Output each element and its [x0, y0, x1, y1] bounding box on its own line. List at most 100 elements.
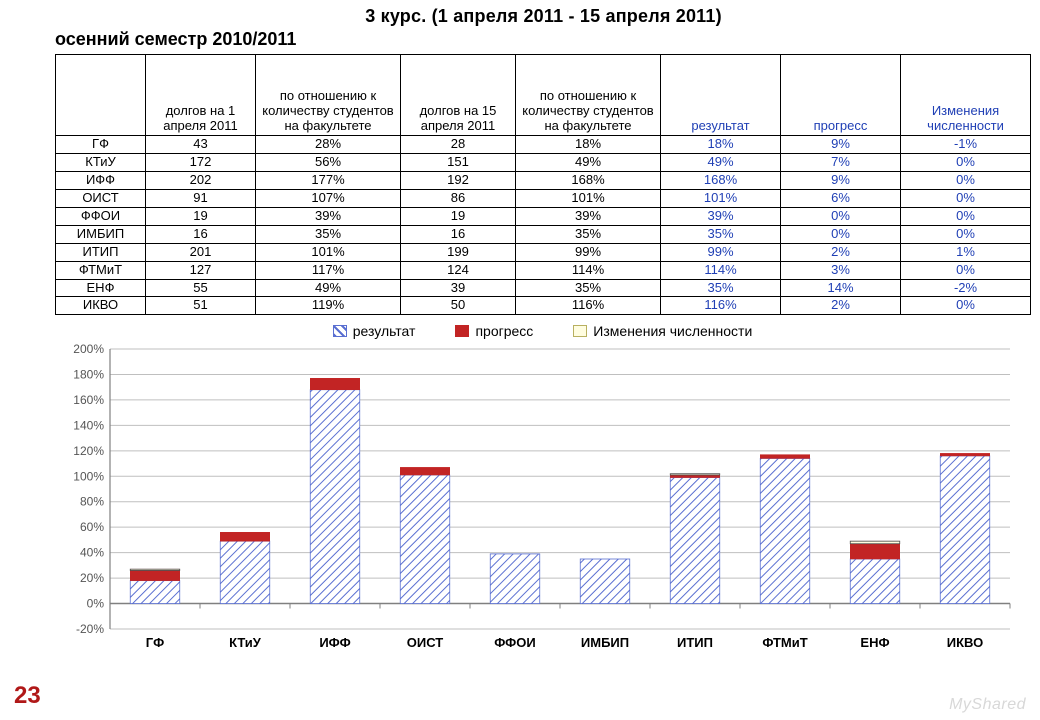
table-row: ИТИП201101%19999%99%2%1% [56, 243, 1031, 261]
table-cell: 35% [661, 279, 781, 297]
x-tick-label: ФТМиТ [762, 635, 807, 650]
column-header: долгов на 1 апреля 2011 [146, 55, 256, 136]
x-tick-label: ИФФ [319, 635, 350, 650]
table-row: ЕНФ5549%3935%35%14%-2% [56, 279, 1031, 297]
y-tick-label: 60% [80, 521, 104, 535]
column-header [56, 55, 146, 136]
table-cell: 18% [516, 136, 661, 154]
table-cell: 0% [901, 189, 1031, 207]
table-cell: 0% [781, 207, 901, 225]
table-cell: 101% [661, 189, 781, 207]
table-cell: 119% [256, 297, 401, 315]
table-row: ФТМиТ127117%124114%114%3%0% [56, 261, 1031, 279]
table-cell: 114% [516, 261, 661, 279]
bar-result [400, 475, 450, 604]
page-title: 3 курс. (1 апреля 2011 - 15 апреля 2011) [55, 6, 1032, 27]
table-cell: 117% [256, 261, 401, 279]
column-header: по отношению к количеству студентов на ф… [516, 55, 661, 136]
table-cell: 168% [661, 171, 781, 189]
watermark: MyShared [949, 696, 1026, 714]
table-cell: 9% [781, 136, 901, 154]
y-tick-label: 40% [80, 546, 104, 560]
table-cell: -1% [901, 136, 1031, 154]
table-cell: 101% [256, 243, 401, 261]
table-cell: 116% [661, 297, 781, 315]
bar-result [310, 390, 360, 604]
x-tick-label: ГФ [146, 635, 164, 650]
table-cell: 39% [256, 207, 401, 225]
bar-result [130, 581, 180, 604]
table-cell: 86 [401, 189, 516, 207]
table-cell: 116% [516, 297, 661, 315]
column-header: по отношению к количеству студентов на ф… [256, 55, 401, 136]
table-cell: 14% [781, 279, 901, 297]
table-cell: 39% [661, 207, 781, 225]
table-cell: 35% [256, 225, 401, 243]
table-cell: 101% [516, 189, 661, 207]
table-cell: ОИСТ [56, 189, 146, 207]
legend-swatch [455, 325, 469, 337]
page: 3 курс. (1 апреля 2011 - 15 апреля 2011)… [0, 0, 1040, 720]
y-tick-label: 160% [73, 393, 104, 407]
table-cell: 35% [516, 225, 661, 243]
column-header: прогресс [781, 55, 901, 136]
column-header: Изменения численности [901, 55, 1031, 136]
bar-delta [670, 474, 720, 475]
table-cell: КТиУ [56, 153, 146, 171]
y-tick-label: -20% [76, 622, 104, 636]
y-tick-label: 20% [80, 571, 104, 585]
x-tick-label: ИМБИП [581, 635, 629, 650]
table-cell: 199 [401, 243, 516, 261]
table-cell: ГФ [56, 136, 146, 154]
bar-progress [130, 570, 180, 581]
bar-result [760, 459, 810, 604]
bar-delta [850, 542, 900, 545]
table-cell: 3% [781, 261, 901, 279]
table-cell: 0% [781, 225, 901, 243]
x-tick-label: КТиУ [229, 635, 262, 650]
table-cell: 168% [516, 171, 661, 189]
table-cell: 0% [901, 297, 1031, 315]
table-cell: 19 [401, 207, 516, 225]
bar-progress [220, 533, 270, 542]
table-cell: 28 [401, 136, 516, 154]
bar-delta [130, 570, 180, 571]
y-tick-label: 140% [73, 419, 104, 433]
legend-swatch [573, 325, 587, 337]
table-row: ОИСТ91107%86101%101%6%0% [56, 189, 1031, 207]
x-tick-label: ФФОИ [494, 635, 535, 650]
table-cell: 0% [901, 153, 1031, 171]
legend-item: Изменения численности [573, 323, 752, 339]
table-cell: 49% [516, 153, 661, 171]
table-cell: 91 [146, 189, 256, 207]
table-cell: 0% [901, 225, 1031, 243]
x-tick-label: ЕНФ [860, 635, 889, 650]
chart-legend: результатпрогрессИзменения численности [55, 323, 1030, 339]
table-row: КТиУ17256%15149%49%7%0% [56, 153, 1031, 171]
bar-progress [760, 455, 810, 459]
bar-result [220, 542, 270, 604]
table-cell: ИМБИП [56, 225, 146, 243]
page-number: 23 [14, 682, 41, 710]
stacked-bar-chart: -20%0%20%40%60%80%100%120%140%160%180%20… [55, 341, 1030, 671]
data-table: долгов на 1 апреля 2011по отношению к ко… [55, 54, 1031, 315]
table-cell: 49% [661, 153, 781, 171]
legend-label: результат [353, 323, 416, 339]
table-cell: 39% [516, 207, 661, 225]
table-cell: ИКВО [56, 297, 146, 315]
bar-result [670, 478, 720, 604]
legend-label: Изменения численности [593, 323, 752, 339]
x-tick-label: ИТИП [677, 635, 713, 650]
table-cell: 56% [256, 153, 401, 171]
table-cell: 49% [256, 279, 401, 297]
table-cell: 177% [256, 171, 401, 189]
table-row: ИМБИП1635%1635%35%0%0% [56, 225, 1031, 243]
table-cell: -2% [901, 279, 1031, 297]
table-row: ФФОИ1939%1939%39%0%0% [56, 207, 1031, 225]
column-header: результат [661, 55, 781, 136]
table-row: ГФ4328%2818%18%9%-1% [56, 136, 1031, 154]
table-cell: 192 [401, 171, 516, 189]
table-cell: ФФОИ [56, 207, 146, 225]
table-row: ИКВО51119%50116%116%2%0% [56, 297, 1031, 315]
table-cell: 99% [661, 243, 781, 261]
